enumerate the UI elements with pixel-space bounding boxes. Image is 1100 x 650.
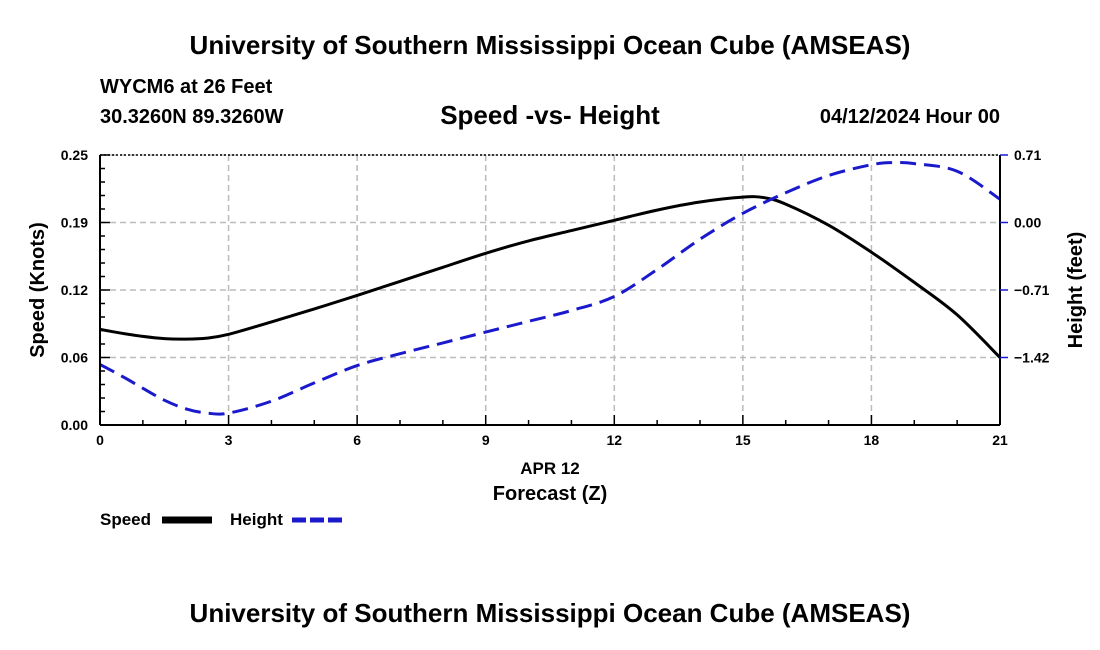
y-tick-label: 0.12 [61, 282, 88, 298]
footer-title: University of Southern Mississippi Ocean… [189, 598, 911, 628]
tick-labels: 0 3 6 9 12 15 18 21 0.00 0.06 0.12 0.19 0.25 −1.42 −0.… [61, 147, 1050, 448]
height-series-line [99, 160, 1001, 416]
y2-tick-label: 0.71 [1014, 147, 1041, 163]
y-tick-label: 0.19 [61, 215, 88, 231]
grid-lines [100, 154, 1000, 425]
x-tick-label: 0 [96, 432, 104, 448]
tick-marks [99, 154, 1008, 426]
coordinates-label: 30.3260N 89.3260W [100, 106, 284, 128]
y2-tick-label: 0.00 [1014, 215, 1041, 231]
x-axis-label: Forecast (Z) [493, 483, 607, 505]
datetime-label: 04/12/2024 Hour 00 [819, 106, 1000, 128]
legend-height-label: Height [230, 510, 283, 529]
chart-subtitle: Speed -vs- Height [440, 100, 660, 130]
x-tick-label: 15 [735, 432, 751, 448]
y-tick-label: 0.25 [61, 147, 88, 163]
x-tick-label: 18 [864, 432, 880, 448]
y2-tick-label: −1.42 [1014, 350, 1050, 366]
speed-series-line [99, 195, 1002, 359]
y-tick-label: 0.06 [61, 350, 88, 366]
x-tick-label: 12 [606, 432, 622, 448]
series-lines [99, 160, 1002, 416]
x-tick-label: 3 [225, 432, 233, 448]
x-tick-label: 6 [353, 432, 361, 448]
x-tick-label: 21 [992, 432, 1008, 448]
x-tick-label: 9 [482, 432, 490, 448]
legend-speed-label: Speed [100, 510, 152, 529]
y-tick-label: 0.00 [61, 417, 88, 433]
y-axis-label: Speed (Knots) [27, 222, 49, 358]
chart-title: University of Southern Mississippi Ocean… [189, 30, 911, 60]
y2-axis-label: Height (feet) [1065, 232, 1087, 349]
x-date-label: APR 12 [520, 459, 580, 478]
y2-tick-label: −0.71 [1014, 282, 1050, 298]
station-label: WYCM6 at 26 Feet [100, 76, 273, 98]
